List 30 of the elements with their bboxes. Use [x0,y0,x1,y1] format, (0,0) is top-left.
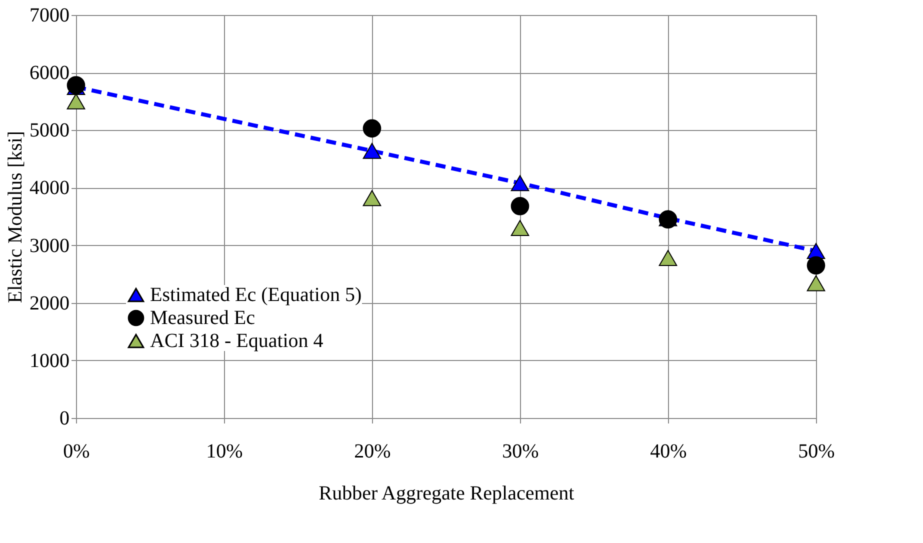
x-tick-label: 40% [650,440,687,462]
y-tick-label: 6000 [30,62,70,84]
legend-label: Measured Ec [150,307,256,329]
x-tick-label: 10% [206,440,243,462]
point [658,210,678,229]
point [806,275,826,292]
x-tick-label: 30% [502,440,539,462]
legend-label: Estimated Ec (Equation 5) [150,284,362,306]
x-tick-label: 0% [63,440,90,462]
point [362,119,382,138]
x-tick-label: 50% [798,440,835,462]
point [66,93,86,110]
y-tick-label: 0 [60,408,70,430]
y-tick-label: 1000 [30,350,70,372]
y-tick-label: 5000 [30,120,70,142]
point [510,175,530,192]
point [362,190,382,206]
point [510,196,530,216]
x-tick-label: 20% [354,440,391,462]
y-tick-label: 3000 [30,234,70,257]
point [510,220,530,236]
y-tick-label: 2000 [30,292,70,314]
x-axis-title: Rubber Aggregate Replacement [318,482,575,504]
y-tick-label: 4000 [30,177,70,200]
y-tick-label: 7000 [30,4,70,26]
y-axis-title: Elastic Modulus [ksi] [4,130,26,304]
point [658,250,678,266]
point [362,142,382,159]
legend-label: ACI 318 - Equation 4 [150,330,324,352]
point [806,256,826,275]
